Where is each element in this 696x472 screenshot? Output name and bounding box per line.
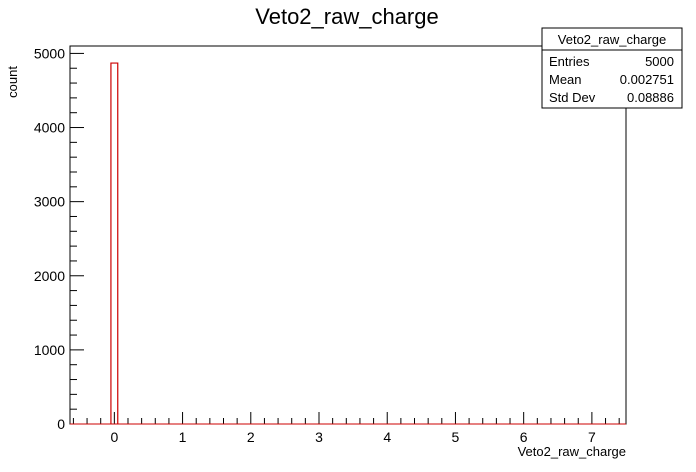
stats-stddev-label: Std Dev [549, 90, 596, 105]
x-tick-label: 2 [247, 429, 255, 445]
stats-box-name: Veto2_raw_charge [558, 32, 666, 47]
x-tick-label: 5 [452, 429, 460, 445]
y-tick-label: 0 [57, 416, 65, 432]
x-tick-label: 4 [383, 429, 391, 445]
stats-box: Veto2_raw_charge Entries 5000 Mean 0.002… [541, 27, 683, 109]
y-axis-label: count [5, 66, 20, 98]
y-axis: 0 1000 2000 3000 4000 5000 [34, 45, 84, 432]
stats-mean-label: Mean [549, 72, 582, 87]
stats-box-frame [541, 27, 683, 109]
y-tick-label: 2000 [34, 268, 65, 284]
x-tick-label: 7 [588, 429, 596, 445]
x-tick-label: 0 [110, 429, 118, 445]
stats-stddev-value: 0.08886 [627, 90, 674, 105]
y-tick-label: 3000 [34, 194, 65, 210]
x-tick-label: 3 [315, 429, 323, 445]
y-tick-label: 4000 [34, 120, 65, 136]
stats-mean-value: 0.002751 [620, 72, 674, 87]
stats-entries-label: Entries [549, 54, 590, 69]
x-tick-label: 6 [520, 429, 528, 445]
histogram-bins [70, 62, 626, 425]
stats-entries-value: 5000 [645, 54, 674, 69]
x-axis-label: Veto2_raw_charge [518, 444, 626, 459]
y-tick-label: 1000 [34, 342, 65, 358]
x-tick-label: 1 [179, 429, 187, 445]
chart-title: Veto2_raw_charge [255, 4, 438, 29]
y-tick-label: 5000 [34, 45, 65, 61]
histogram-bin [110, 62, 119, 424]
x-axis: 0 1 2 3 4 5 6 7 [72, 412, 620, 445]
